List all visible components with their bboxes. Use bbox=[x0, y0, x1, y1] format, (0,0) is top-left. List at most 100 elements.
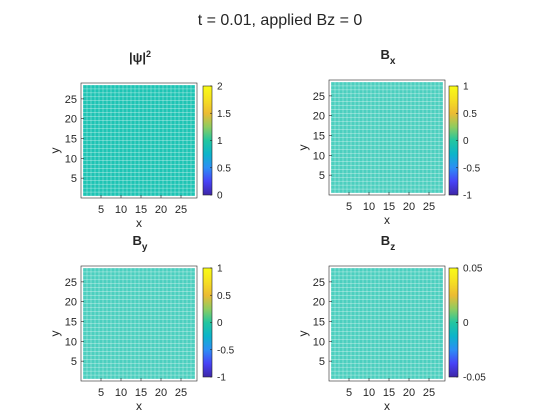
heatmap-cell bbox=[111, 315, 115, 320]
heatmap-cell bbox=[163, 124, 167, 129]
heatmap-cell bbox=[339, 161, 343, 166]
heatmap-cell bbox=[111, 85, 115, 89]
heatmap-cell bbox=[331, 355, 335, 360]
heatmap-cell bbox=[355, 375, 359, 379]
heatmap-cell bbox=[139, 192, 143, 196]
heatmap-cell bbox=[431, 141, 435, 146]
heatmap-cell bbox=[139, 351, 143, 356]
heatmap-cell bbox=[111, 363, 115, 367]
heatmap-cell bbox=[83, 355, 87, 360]
heatmap-cell bbox=[371, 173, 375, 178]
heatmap-cell bbox=[407, 343, 411, 348]
heatmap-cell bbox=[375, 145, 379, 150]
heatmap-cell bbox=[379, 367, 383, 371]
heatmap-cell bbox=[91, 156, 95, 161]
heatmap-cell bbox=[127, 335, 131, 340]
heatmap-cell bbox=[367, 109, 371, 114]
heatmap-cell bbox=[99, 280, 103, 284]
heatmap-cell bbox=[335, 177, 339, 181]
heatmap-cell bbox=[179, 156, 183, 161]
heatmap-cell bbox=[147, 85, 151, 89]
heatmap-cell bbox=[367, 169, 371, 174]
heatmap-cell bbox=[155, 132, 159, 137]
heatmap-cell bbox=[191, 156, 195, 161]
x-tick-label: 10 bbox=[115, 204, 127, 216]
heatmap-cell bbox=[103, 319, 107, 324]
heatmap-cell bbox=[387, 125, 391, 130]
heatmap-cell bbox=[331, 272, 335, 276]
heatmap-cell bbox=[135, 184, 139, 188]
heatmap-cell bbox=[179, 104, 183, 109]
heatmap-cell bbox=[351, 137, 355, 142]
heatmap-cell bbox=[155, 315, 159, 320]
heatmap-cell bbox=[119, 140, 123, 145]
heatmap-cell bbox=[403, 133, 407, 138]
heatmap-cell bbox=[151, 176, 155, 181]
heatmap-cell bbox=[403, 94, 407, 98]
heatmap-cell bbox=[127, 272, 131, 276]
heatmap-cell bbox=[359, 287, 363, 292]
heatmap-cell bbox=[351, 359, 355, 364]
heatmap-cell bbox=[403, 280, 407, 284]
heatmap-cell bbox=[427, 185, 431, 189]
heatmap-cell bbox=[135, 347, 139, 352]
heatmap-cell bbox=[423, 363, 427, 367]
heatmap-cell bbox=[335, 82, 339, 86]
heatmap-cell bbox=[99, 276, 103, 280]
heatmap-cell bbox=[167, 363, 171, 367]
heatmap-cell bbox=[99, 120, 103, 125]
heatmap-cell bbox=[339, 94, 343, 98]
heatmap-cell bbox=[427, 169, 431, 174]
heatmap-cell bbox=[347, 276, 351, 280]
heatmap-cell bbox=[391, 181, 395, 185]
heatmap-cell bbox=[159, 347, 163, 352]
heatmap-cell bbox=[95, 108, 99, 113]
heatmap-cell bbox=[99, 375, 103, 379]
heatmap-cell bbox=[95, 97, 99, 101]
heatmap-cell bbox=[335, 276, 339, 280]
heatmap-cell bbox=[151, 291, 155, 296]
heatmap-cell bbox=[435, 113, 439, 118]
heatmap-cell bbox=[419, 287, 423, 292]
heatmap-cell bbox=[415, 359, 419, 364]
heatmap-cell bbox=[179, 108, 183, 113]
heatmap-cell bbox=[431, 299, 435, 304]
heatmap-cell bbox=[439, 355, 443, 360]
heatmap-cell bbox=[363, 327, 367, 332]
heatmap-cell bbox=[91, 359, 95, 364]
heatmap-cell bbox=[435, 94, 439, 98]
heatmap-cell bbox=[167, 319, 171, 324]
heatmap-cell bbox=[375, 299, 379, 304]
heatmap-cell bbox=[379, 94, 383, 98]
heatmap-cell bbox=[107, 363, 111, 367]
heatmap-cell bbox=[379, 137, 383, 142]
heatmap-cell bbox=[375, 287, 379, 292]
heatmap-cell bbox=[379, 343, 383, 348]
heatmap-cell bbox=[399, 347, 403, 352]
heatmap-cell bbox=[123, 331, 127, 336]
heatmap-cell bbox=[99, 359, 103, 364]
heatmap-cell bbox=[419, 299, 423, 304]
heatmap-cell bbox=[187, 272, 191, 276]
heatmap-cell bbox=[411, 371, 415, 375]
heatmap-cell bbox=[151, 156, 155, 161]
heatmap-cells bbox=[331, 268, 443, 379]
heatmap-cell bbox=[135, 371, 139, 375]
heatmap-cell bbox=[371, 315, 375, 320]
heatmap-cell bbox=[387, 173, 391, 178]
heatmap-cell bbox=[119, 339, 123, 344]
heatmap-cell bbox=[139, 315, 143, 320]
heatmap-cell bbox=[139, 363, 143, 367]
heatmap-cell bbox=[155, 124, 159, 129]
heatmap-cell bbox=[431, 323, 435, 328]
heatmap-cell bbox=[347, 355, 351, 360]
heatmap-cell bbox=[343, 315, 347, 320]
heatmap-cell bbox=[391, 291, 395, 296]
heatmap-cell bbox=[83, 120, 87, 125]
heatmap-cell bbox=[103, 311, 107, 316]
heatmap-cell bbox=[163, 132, 167, 137]
heatmap-cell bbox=[347, 82, 351, 86]
heatmap-cell bbox=[187, 93, 191, 97]
heatmap-cell bbox=[187, 359, 191, 364]
heatmap-cell bbox=[431, 185, 435, 189]
